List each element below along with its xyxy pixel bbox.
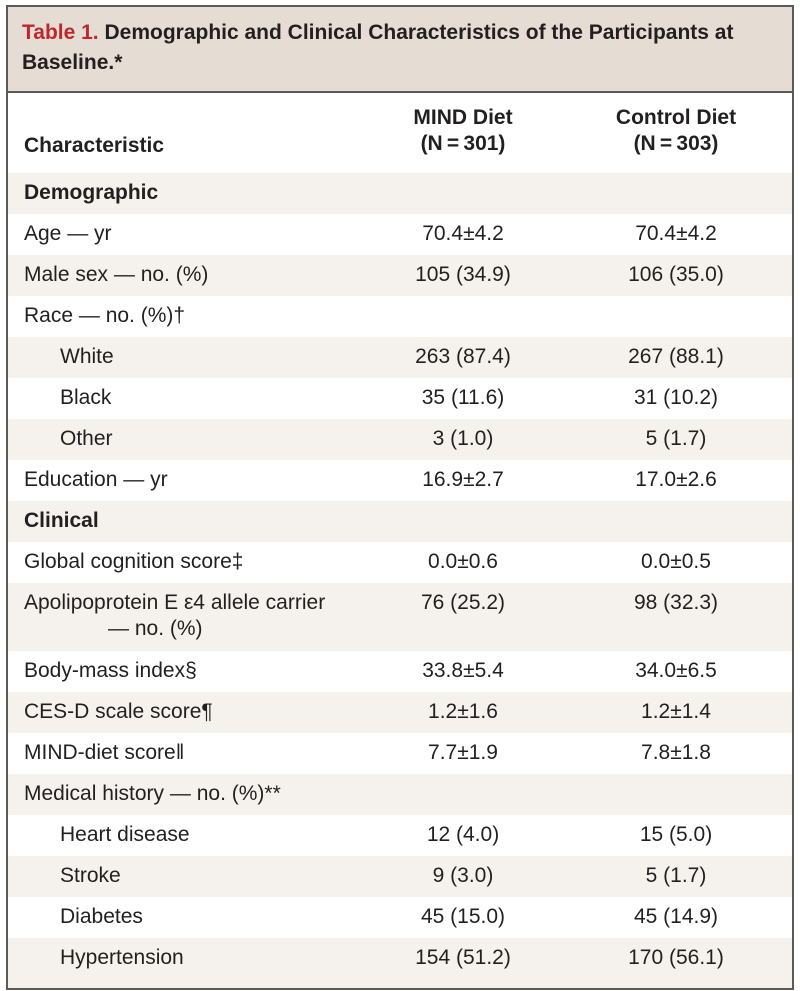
table-row-other: Other 3 (1.0) 5 (1.7) [8,419,792,460]
row-label: Stroke [60,864,121,887]
row-label: Demographic [24,181,159,204]
row-label: Apolipoprotein E ε4 allele carrier — no.… [24,590,354,642]
mind-diet-value: 105 (34.9) [415,263,511,286]
caption-text: Table 1. Demographic and Clinical Charac… [22,18,782,78]
row-label: CES-D scale score¶ [24,700,213,723]
row-label: Race — no. (%)† [24,304,186,327]
mind-diet-value: 9 (3.0) [432,864,494,887]
table-title: Demographic and Clinical Characteristics… [22,21,734,74]
mind-diet-value: 70.4±4.2 [422,222,504,245]
header-mind-diet-n: (N = 301) [420,132,506,155]
row-label: Male sex — no. (%) [24,263,209,286]
row-label: Body-mass index§ [24,659,197,682]
control-diet-value: 15 (5.0) [639,823,713,846]
control-diet-value: 70.4±4.2 [635,222,717,245]
mind-diet-value: 16.9±2.7 [422,468,504,491]
control-diet-value: 45 (14.9) [633,905,719,928]
table-frame: Table 1. Demographic and Clinical Charac… [6,5,794,990]
table-row-heart-disease: Heart disease 12 (4.0) 15 (5.0) [8,815,792,856]
section-row-clinical: Clinical [8,501,792,542]
section-row-demographic: Demographic [8,173,792,214]
mind-diet-value: 0.0±0.6 [428,550,498,573]
mind-diet-value: 154 (51.2) [415,946,511,969]
control-diet-value: 170 (56.1) [628,946,724,969]
row-label: MIND-diet score‖ [24,741,185,764]
header-control-diet-name: Control Diet [615,106,737,129]
row-label: Age — yr [24,222,112,245]
row-label-line2: — no. (%) [108,617,203,640]
row-label: Global cognition score‡ [24,550,244,573]
table-row-education: Education — yr 16.9±2.7 17.0±2.6 [8,460,792,501]
header-control-diet-n: (N = 303) [633,132,719,155]
mind-diet-value: 12 (4.0) [426,823,500,846]
table-row-medical-history: Medical history — no. (%)** [8,774,792,815]
table-row-global-cognition: Global cognition score‡ 0.0±0.6 0.0±0.5 [8,542,792,583]
row-label: Black [60,386,112,409]
table-row-mind-diet-score: MIND-diet score‖ 7.7±1.9 7.8±1.8 [8,733,792,774]
row-label: White [60,345,114,368]
table-row-hypertension: Hypertension 154 (51.2) 170 (56.1) [8,938,792,988]
control-diet-value: 31 (10.2) [633,386,719,409]
control-diet-value: 98 (32.3) [633,591,719,614]
table-row-diabetes: Diabetes 45 (15.0) 45 (14.9) [8,897,792,938]
table-row-black: Black 35 (11.6) 31 (10.2) [8,378,792,419]
control-diet-value: 106 (35.0) [628,263,724,286]
table-row-age: Age — yr 70.4±4.2 70.4±4.2 [8,214,792,255]
header-characteristic: Characteristic [24,134,165,157]
header-control-diet: Control Diet (N = 303) [566,105,786,157]
table-row-cesd: CES-D scale score¶ 1.2±1.6 1.2±1.4 [8,692,792,733]
mind-diet-value: 1.2±1.6 [428,700,498,723]
row-label-line1: Apolipoprotein E ε4 allele carrier [24,591,326,614]
mind-diet-value: 263 (87.4) [415,345,511,368]
mind-diet-value: 33.8±5.4 [422,659,504,682]
control-diet-value: 34.0±6.5 [635,659,717,682]
control-diet-value: 17.0±2.6 [635,468,717,491]
table-row-bmi: Body-mass index§ 33.8±5.4 34.0±6.5 [8,651,792,692]
row-label: Other [60,427,113,450]
table-row-white: White 263 (87.4) 267 (88.1) [8,337,792,378]
control-diet-value: 5 (1.7) [645,427,707,450]
table-row-apoe4: Apolipoprotein E ε4 allele carrier — no.… [8,583,792,651]
control-diet-value: 7.8±1.8 [641,741,711,764]
table-number: Table 1. [22,21,99,44]
mind-diet-value: 45 (15.0) [420,905,506,928]
row-label: Medical history — no. (%)** [24,782,281,805]
header-mind-diet-name: MIND Diet [413,106,513,129]
mind-diet-value: 35 (11.6) [421,386,505,409]
table-row-stroke: Stroke 9 (3.0) 5 (1.7) [8,856,792,897]
control-diet-value: 267 (88.1) [628,345,724,368]
header-mind-diet: MIND Diet (N = 301) [353,105,573,157]
mind-diet-value: 3 (1.0) [432,427,494,450]
row-label: Clinical [24,509,99,532]
row-label: Heart disease [60,823,190,846]
row-label: Education — yr [24,468,168,491]
control-diet-value: 0.0±0.5 [641,550,711,573]
mind-diet-value: 76 (25.2) [420,591,506,614]
row-label: Diabetes [60,905,143,928]
mind-diet-value: 7.7±1.9 [428,741,498,764]
control-diet-value: 1.2±1.4 [641,700,711,723]
control-diet-value: 5 (1.7) [645,864,707,887]
row-label: Hypertension [60,946,184,969]
table-caption: Table 1. Demographic and Clinical Charac… [8,7,792,93]
table-row-race: Race — no. (%)† [8,296,792,337]
table-header: Characteristic MIND Diet (N = 301) Contr… [8,93,792,173]
table-row-male-sex: Male sex — no. (%) 105 (34.9) 106 (35.0) [8,255,792,296]
